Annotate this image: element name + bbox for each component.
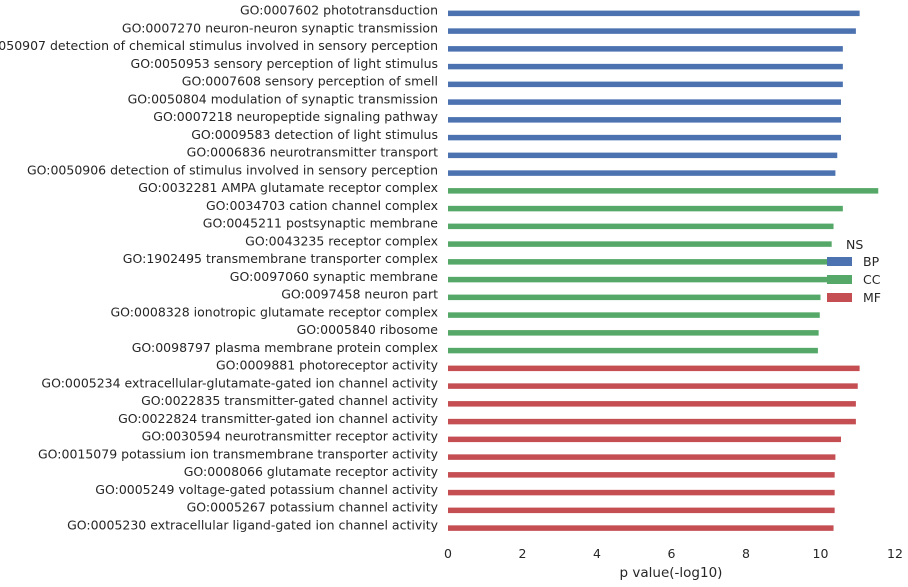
x-tick-label: 2: [519, 546, 527, 561]
legend-label-mf: MF: [863, 290, 881, 305]
bar-10: [448, 170, 836, 176]
category-label: GO:0009881 photoreceptor activity: [216, 358, 439, 373]
category-label: GO:0005230 extracellular ligand-gated io…: [67, 517, 439, 532]
category-label: GO:0005267 potassium channel activity: [187, 500, 439, 515]
bar-28: [448, 489, 835, 496]
legend-swatch-cc: [827, 275, 852, 284]
bar-7: [448, 117, 841, 123]
x-axis-label: p value(-log10): [620, 565, 723, 581]
category-label: GO:0034703 cation channel complex: [206, 198, 438, 213]
category-label: GO:0006836 neurotransmitter transport: [187, 145, 438, 160]
category-label: GO:0007608 sensory perception of smell: [182, 74, 438, 89]
category-label: GO:0043235 receptor complex: [245, 233, 438, 248]
legend-title: NS: [846, 237, 863, 252]
bar-1: [448, 10, 860, 17]
category-label: GO:0007218 neuropeptide signaling pathwa…: [153, 109, 438, 124]
category-label: GO:0007270 neuron-neuron synaptic transm…: [122, 20, 438, 35]
category-label: GO:0098797 plasma membrane protein compl…: [132, 340, 438, 355]
bar-26: [448, 454, 836, 460]
category-label: GO:1902495 transmembrane transporter com…: [123, 251, 438, 266]
bar-15: [448, 259, 832, 265]
bar-22: [448, 383, 858, 389]
bar-20: [448, 347, 818, 354]
category-label: GO:0032281 AMPA glutamate receptor compl…: [138, 180, 438, 195]
x-tick-label: 12: [887, 546, 903, 561]
legend: NS BP CC MF: [827, 237, 881, 305]
category-labels: GO:0007602 phototransduction GO:0007270 n…: [0, 3, 439, 533]
category-label: GO:0030594 neurotransmitter receptor act…: [142, 429, 439, 444]
bar-24: [448, 418, 856, 425]
category-label: GO:0005840 ribosome: [297, 322, 439, 337]
bar-2: [448, 28, 856, 34]
category-label: GO:0009583 detection of light stimulus: [191, 127, 438, 142]
category-label: GO:0007602 phototransduction: [240, 3, 438, 18]
x-tick-label: 8: [742, 546, 750, 561]
legend-swatch-mf: [827, 293, 852, 302]
bar-18: [448, 312, 820, 318]
category-label: GO:0005234 extracellular-glutamate-gated…: [41, 375, 438, 390]
category-label: GO:0045211 postsynaptic membrane: [203, 216, 439, 231]
bar-16: [448, 276, 828, 283]
bar-4: [448, 63, 843, 70]
bar-17: [448, 294, 821, 301]
x-tick-label: 4: [593, 546, 601, 561]
legend-swatch-bp: [827, 257, 852, 266]
bar-25: [448, 436, 841, 443]
legend-label-cc: CC: [863, 272, 881, 287]
bar-13: [448, 223, 834, 230]
x-tick-label: 6: [668, 546, 676, 561]
legend-items: BP CC MF: [827, 254, 881, 305]
bar-6: [448, 99, 841, 105]
bar-8: [448, 134, 841, 141]
category-label: GO:0050907 detection of chemical stimulu…: [0, 38, 438, 53]
x-tick-label: 0: [444, 546, 452, 561]
legend-label-bp: BP: [863, 254, 880, 269]
bar-9: [448, 152, 838, 159]
category-label: GO:0008066 glutamate receptor activity: [184, 464, 439, 479]
category-label: GO:0015079 potassium ion transmembrane t…: [38, 446, 439, 461]
bar-5: [448, 81, 843, 88]
bar-3: [448, 46, 843, 52]
bar-11: [448, 188, 879, 194]
bar-12: [448, 205, 843, 212]
bar-27: [448, 472, 835, 478]
category-label: GO:0050906 detection of stimulus involve…: [27, 162, 438, 177]
x-axis-ticks: 0 2 4 6 8 10 12: [444, 546, 903, 561]
category-label: GO:0097060 synaptic membrane: [230, 269, 439, 284]
category-label: GO:0022824 transmitter-gated ion channel…: [118, 411, 439, 426]
bar-30: [448, 525, 834, 531]
bar-14: [448, 241, 832, 247]
category-label: GO:0022835 transmitter-gated channel act…: [141, 393, 438, 408]
category-label: GO:0097458 neuron part: [281, 287, 438, 302]
x-tick-label: 10: [813, 546, 829, 561]
category-label: GO:0008328 ionotropic glutamate receptor…: [111, 304, 439, 319]
bar-23: [448, 401, 856, 407]
bars-layer: [448, 10, 879, 531]
category-label: GO:0050804 modulation of synaptic transm…: [128, 91, 438, 106]
bar-21: [448, 365, 860, 372]
bar-29: [448, 507, 835, 514]
category-label: GO:0050953 sensory perception of light s…: [131, 56, 438, 71]
category-label: GO:0005249 voltage-gated potassium chann…: [95, 482, 438, 497]
bar-19: [448, 330, 819, 336]
